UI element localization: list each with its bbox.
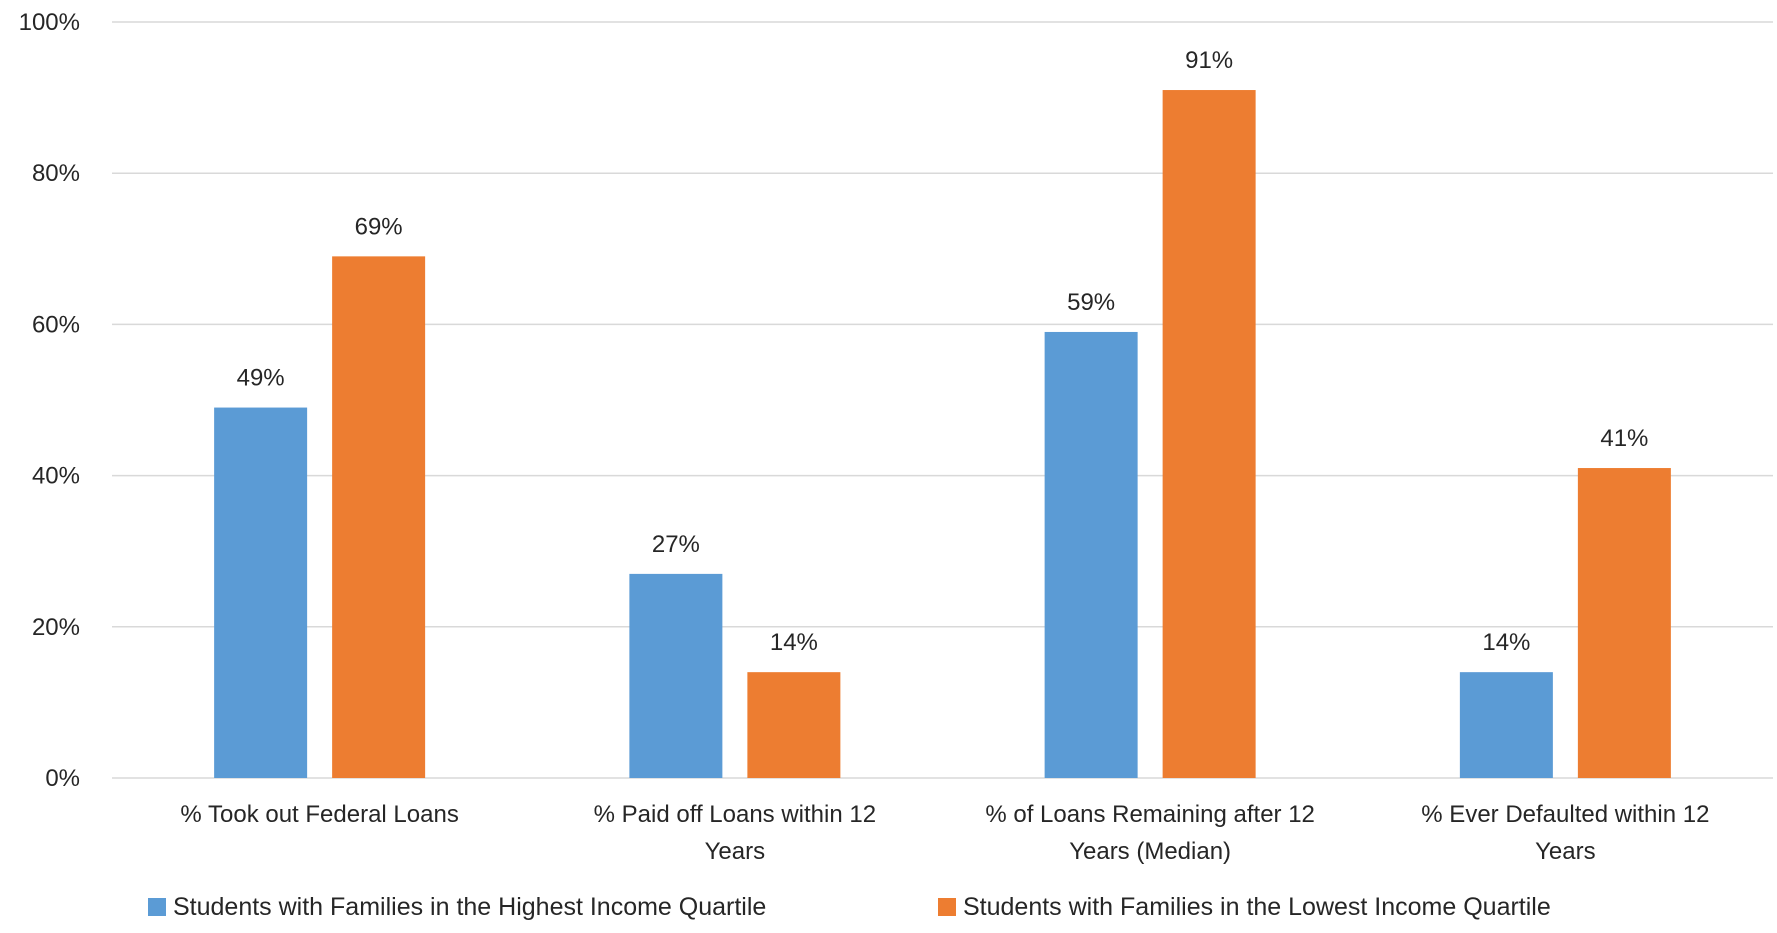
bar-series-1-category-1 bbox=[747, 672, 841, 778]
data-labels: 49% 69% 27% 14% 59% 91% 14% 41% bbox=[237, 47, 1649, 656]
y-tick-label: 100% bbox=[19, 9, 80, 36]
x-category-label: % Ever Defaulted within 12 bbox=[1421, 801, 1709, 828]
x-category-label: Years (Median) bbox=[1069, 838, 1231, 865]
data-label: 91% bbox=[1185, 47, 1233, 74]
bar-series-1-category-3 bbox=[1577, 468, 1671, 778]
bar-series-1-category-2 bbox=[1162, 90, 1256, 779]
x-category-label: Years bbox=[705, 838, 766, 865]
legend: Students with Families in the Highest In… bbox=[148, 893, 1551, 921]
bar-series-0-category-3 bbox=[1459, 672, 1553, 778]
data-label: 14% bbox=[1482, 629, 1530, 656]
bar-series-0-category-0 bbox=[214, 407, 308, 778]
data-label: 41% bbox=[1600, 425, 1648, 452]
bar-series-0-category-1 bbox=[629, 573, 723, 778]
legend-swatch bbox=[148, 898, 166, 916]
y-tick-label: 40% bbox=[32, 463, 80, 490]
data-label: 14% bbox=[770, 629, 818, 656]
y-tick-label: 20% bbox=[32, 614, 80, 641]
bars bbox=[214, 90, 1671, 779]
y-axis-tick-labels: 0% 20% 40% 60% 80% 100% bbox=[19, 9, 80, 792]
bar-series-0-category-2 bbox=[1044, 331, 1138, 778]
x-category-label: % Paid off Loans within 12 bbox=[594, 801, 876, 828]
data-label: 59% bbox=[1067, 289, 1115, 316]
x-category-label: Years bbox=[1535, 838, 1596, 865]
legend-swatch bbox=[938, 898, 956, 916]
x-axis-category-labels: % Took out Federal Loans % Paid off Loans… bbox=[180, 801, 1709, 865]
x-category-label: % Took out Federal Loans bbox=[180, 801, 458, 828]
data-label: 69% bbox=[355, 213, 403, 240]
x-category-label: % of Loans Remaining after 12 bbox=[985, 801, 1315, 828]
y-tick-label: 60% bbox=[32, 311, 80, 338]
legend-label: Students with Families in the Lowest Inc… bbox=[963, 893, 1551, 921]
y-tick-label: 80% bbox=[32, 160, 80, 187]
data-label: 27% bbox=[652, 531, 700, 558]
y-tick-label: 0% bbox=[45, 765, 80, 792]
data-label: 49% bbox=[237, 365, 285, 392]
bar-series-1-category-0 bbox=[332, 256, 426, 778]
legend-label: Students with Families in the Highest In… bbox=[173, 893, 766, 921]
